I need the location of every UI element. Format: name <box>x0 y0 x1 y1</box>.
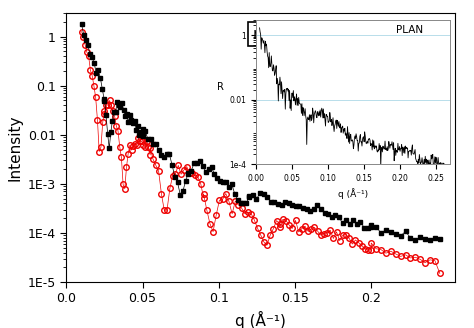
X-axis label: q (Å⁻¹): q (Å⁻¹) <box>338 188 368 199</box>
Y-axis label: Intensity: Intensity <box>7 114 22 181</box>
Y-axis label: R: R <box>218 82 224 92</box>
X-axis label: q (Å⁻¹): q (Å⁻¹) <box>235 311 286 328</box>
Text: rand: rand <box>253 27 288 42</box>
Text: PLAN: PLAN <box>396 26 423 35</box>
